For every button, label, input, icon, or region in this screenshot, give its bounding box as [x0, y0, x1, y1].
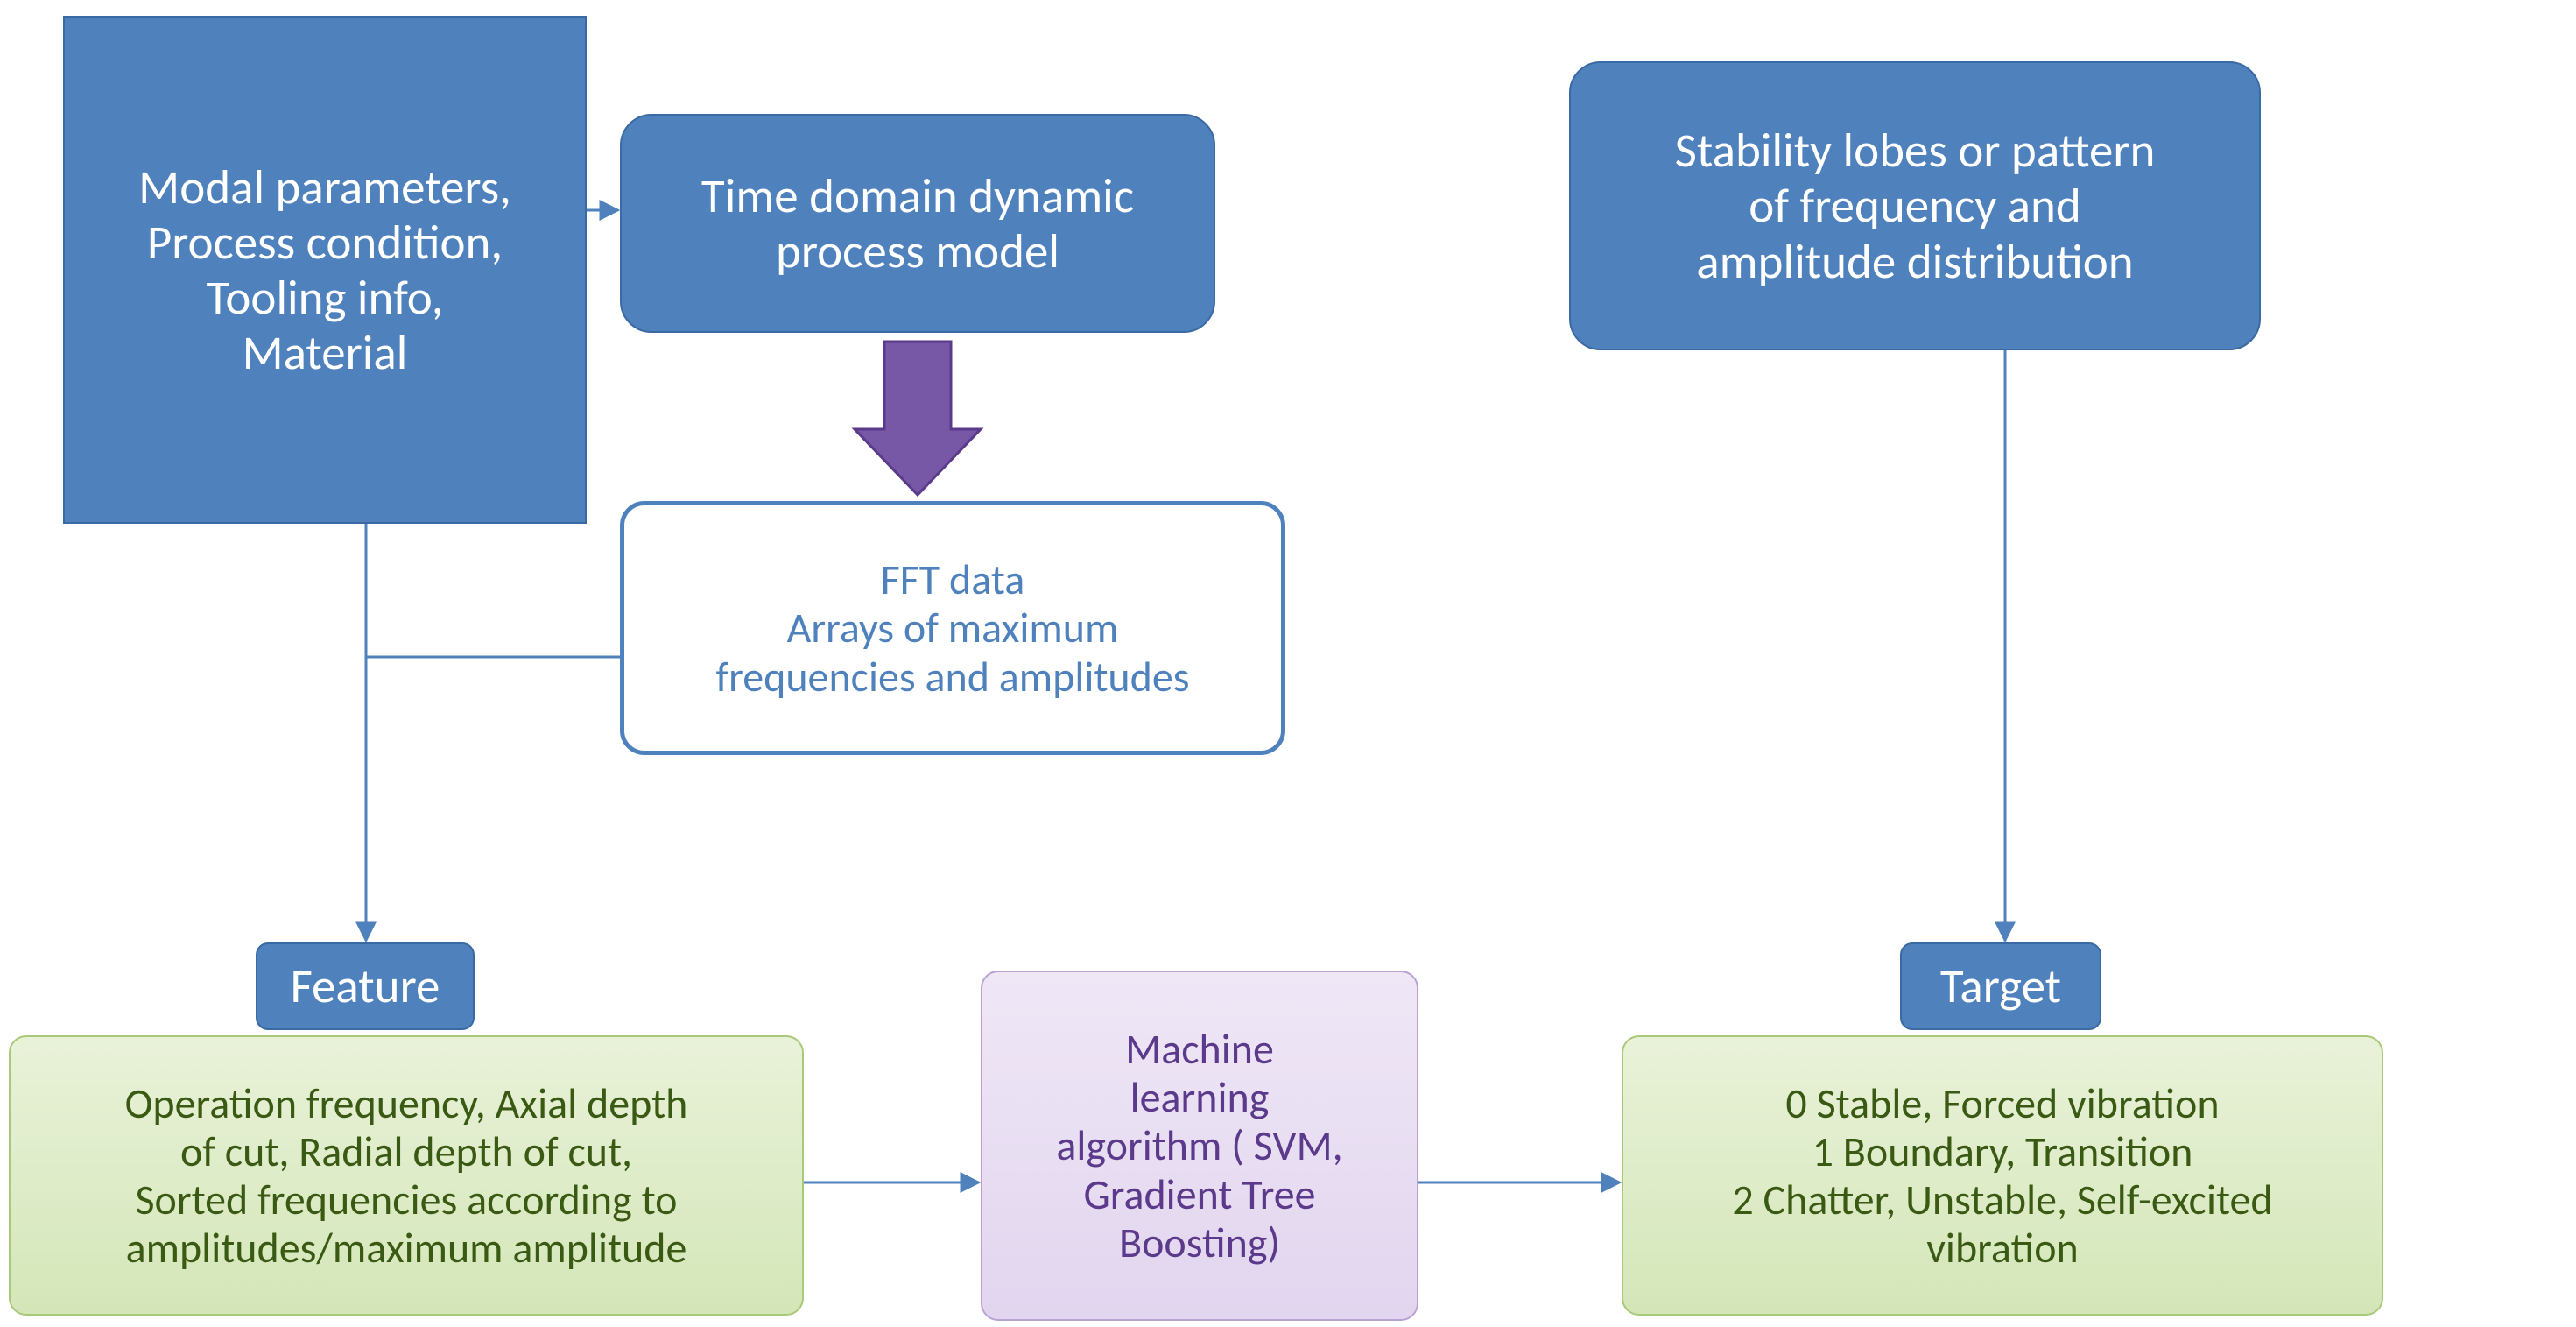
node-target-label: Target: [1900, 942, 2101, 1030]
node-stability-lobes: Stability lobes or pattern of frequency …: [1569, 61, 2261, 350]
node-fft-data: FFT data Arrays of maximum frequencies a…: [620, 501, 1285, 755]
node-target-box: 0 Stable, Forced vibration 1 Boundary, T…: [1622, 1035, 2383, 1316]
diagram-canvas: Modal parameters, Process condition, Too…: [0, 0, 2576, 1327]
edge-inputs-feature-elbow: [366, 524, 620, 941]
node-time-domain-model: Time domain dynamic process model: [620, 114, 1215, 333]
edge-tdmodel-fft-block-arrow: [855, 342, 981, 495]
node-feature-label: Feature: [256, 942, 475, 1030]
node-feature-box: Operation frequency, Axial depth of cut,…: [9, 1035, 804, 1316]
node-inputs: Modal parameters, Process condition, Too…: [63, 16, 587, 524]
node-ml-algorithm: Machine learning algorithm ( SVM, Gradie…: [981, 971, 1418, 1321]
